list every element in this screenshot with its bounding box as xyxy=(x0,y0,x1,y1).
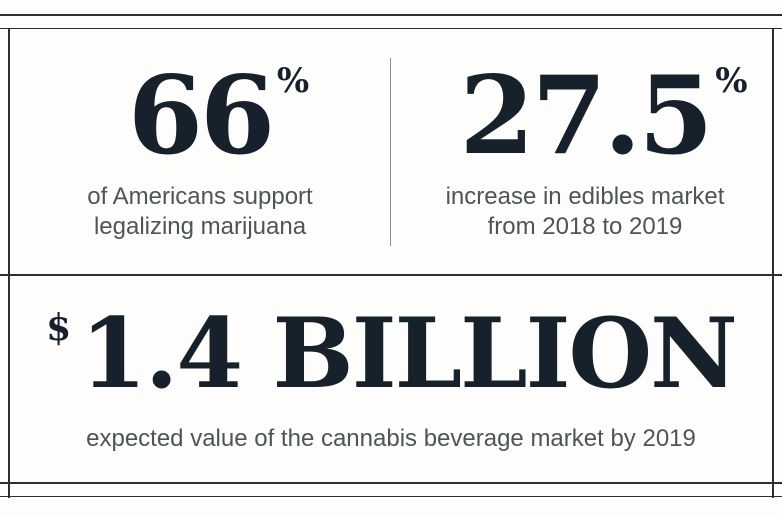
stat-right-caption: increase in edibles market from 2018 to … xyxy=(410,182,760,242)
left-frame-edge xyxy=(8,28,10,498)
stat-left-caption-line1: of Americans support xyxy=(87,183,313,210)
stat-left-percent: % xyxy=(276,61,309,101)
stat-beverage-market: $ 1.4 BILLION expected value of the cann… xyxy=(20,306,762,454)
stat-left-caption-line2: legalizing marijuana xyxy=(93,213,307,240)
stat-bottom-value-wrap: $ 1.4 BILLION xyxy=(46,306,738,402)
column-divider xyxy=(390,58,391,246)
stat-americans-support: 66 % of Americans support legalizing mar… xyxy=(40,62,360,242)
stat-right-value: 27.5 xyxy=(459,53,713,179)
stat-bottom-caption: expected value of the cannabis beverage … xyxy=(86,425,696,452)
stat-left-value-wrap: 66 % xyxy=(128,62,309,170)
stat-right-caption-line2: from 2018 to 2019 xyxy=(487,213,683,240)
stat-right-percent: % xyxy=(715,61,747,101)
stat-right-caption-line1: increase in edibles market xyxy=(445,183,725,210)
top-rule xyxy=(0,14,782,16)
bottom-rule xyxy=(0,482,782,484)
stat-left-value: 66 xyxy=(127,53,275,179)
stat-edibles-increase: 27.5 % increase in edibles market from 2… xyxy=(410,62,760,242)
bottom-inner-rule xyxy=(0,496,782,497)
right-frame-edge xyxy=(772,28,774,498)
stat-left-caption: of Americans support legalizing marijuan… xyxy=(40,182,360,242)
stat-bottom-dollar: $ xyxy=(46,307,71,349)
top-inner-rule xyxy=(0,28,782,29)
middle-rule xyxy=(0,274,782,276)
stat-right-value-wrap: 27.5 % xyxy=(459,62,747,170)
stat-bottom-value: 1.4 BILLION xyxy=(80,297,738,410)
